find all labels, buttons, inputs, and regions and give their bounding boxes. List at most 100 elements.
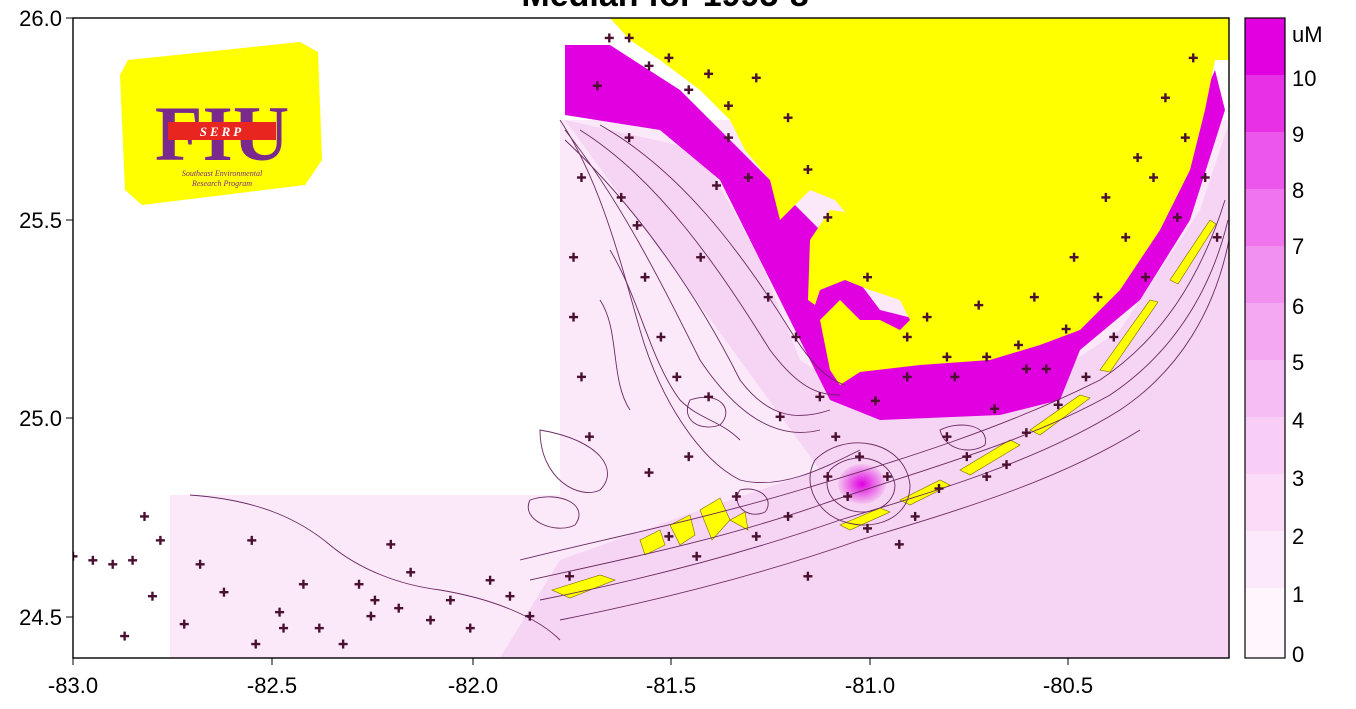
station-marker — [1121, 232, 1131, 242]
station-marker — [140, 511, 150, 521]
station-marker — [962, 452, 972, 462]
station-marker — [791, 332, 801, 342]
x-tick-label: -80.5 — [1043, 673, 1093, 698]
station-marker — [73, 551, 78, 561]
y-axis: 26.0 25.5 25.0 24.5 — [19, 6, 73, 630]
station-marker — [672, 372, 682, 382]
station-marker — [445, 595, 455, 605]
station-marker — [1029, 292, 1039, 302]
station-marker — [763, 292, 773, 302]
logo-banner — [168, 122, 276, 140]
station-marker — [426, 615, 436, 625]
legend-swatch-1-2 — [1245, 531, 1285, 588]
station-marker — [1172, 212, 1182, 222]
station-marker — [179, 619, 189, 629]
station-marker — [576, 173, 586, 183]
station-marker — [279, 623, 289, 633]
station-marker — [120, 631, 130, 641]
station-marker — [128, 555, 138, 565]
station-marker — [406, 567, 416, 577]
florida-mainland — [610, 18, 1229, 385]
station-marker — [843, 492, 853, 502]
station-marker — [180, 659, 189, 668]
station-marker — [1160, 93, 1170, 103]
station-marker — [934, 484, 944, 494]
legend-label: 1 — [1292, 582, 1304, 607]
legend-label: 4 — [1292, 408, 1304, 433]
station-marker — [275, 607, 285, 617]
station-marker — [338, 639, 348, 649]
station-marker — [1180, 133, 1190, 143]
legend-swatch-2-3 — [1245, 474, 1285, 531]
legend-swatch-0-1 — [1245, 588, 1285, 658]
station-marker — [1081, 372, 1091, 382]
station-marker — [815, 392, 825, 402]
station-marker — [1041, 364, 1051, 374]
station-marker — [1141, 272, 1151, 282]
station-marker — [870, 396, 880, 406]
y-tick-label: 25.0 — [19, 406, 62, 431]
station-marker — [195, 559, 205, 569]
station-marker — [624, 133, 634, 143]
station-marker — [604, 33, 614, 43]
station-marker — [1188, 53, 1198, 63]
legend-swatch-6-7 — [1245, 246, 1285, 303]
legend-label: 9 — [1292, 122, 1304, 147]
station-marker — [696, 252, 706, 262]
x-tick-label: -81.5 — [646, 673, 696, 698]
station-marker — [974, 300, 984, 310]
station-marker — [783, 113, 793, 123]
logo-serp-text: SERP — [200, 124, 245, 139]
station-marker — [525, 611, 535, 621]
station-marker — [803, 165, 813, 175]
station-marker — [751, 73, 761, 83]
station-marker — [950, 372, 960, 382]
legend-unit-label: uM — [1292, 22, 1323, 47]
station-marker — [219, 587, 229, 597]
station-marker — [775, 412, 785, 422]
station-marker — [1133, 153, 1143, 163]
station-marker — [990, 404, 1000, 414]
station-marker — [704, 69, 714, 79]
legend-frame — [1244, 17, 1286, 659]
map-title: Median for 1995-8 — [521, 0, 808, 14]
y-tick-label: 25.5 — [19, 208, 62, 233]
station-marker — [147, 591, 157, 601]
concentration-hotspot — [838, 464, 886, 504]
legend-swatch-3-4 — [1245, 417, 1285, 474]
legend-swatch-7-8 — [1245, 189, 1285, 246]
x-tick-label: -81.0 — [845, 673, 895, 698]
legend-label: 3 — [1292, 466, 1304, 491]
station-marker — [298, 579, 308, 589]
station-marker — [247, 535, 257, 545]
station-marker — [942, 432, 952, 442]
station-marker — [616, 192, 626, 202]
station-marker — [664, 531, 674, 541]
station-marker — [731, 492, 741, 502]
station-marker — [644, 468, 654, 478]
station-marker — [863, 272, 873, 282]
station-marker — [803, 571, 813, 581]
x-tick-label: -83.0 — [48, 673, 98, 698]
plot-area: FIU SERP Southeast Environmental Researc… — [73, 18, 1229, 668]
station-marker — [1021, 364, 1031, 374]
station-marker — [1093, 292, 1103, 302]
station-marker — [942, 352, 952, 362]
station-marker — [751, 531, 761, 541]
y-tick-label: 26.0 — [19, 6, 62, 31]
legend-swatch-4-5 — [1245, 360, 1285, 417]
station-marker — [624, 33, 634, 43]
station-marker — [712, 180, 722, 190]
station-marker — [684, 452, 694, 462]
station-marker — [640, 272, 650, 282]
station-marker — [1053, 400, 1063, 410]
station-marker — [684, 85, 694, 95]
station-marker — [1069, 252, 1079, 262]
legend-swatch-above-10 — [1245, 18, 1285, 75]
station-marker — [1200, 173, 1210, 183]
station-marker — [723, 101, 733, 111]
legend-label: 2 — [1292, 524, 1304, 549]
station-marker — [644, 61, 654, 71]
legend-swatch-8-9 — [1245, 132, 1285, 189]
